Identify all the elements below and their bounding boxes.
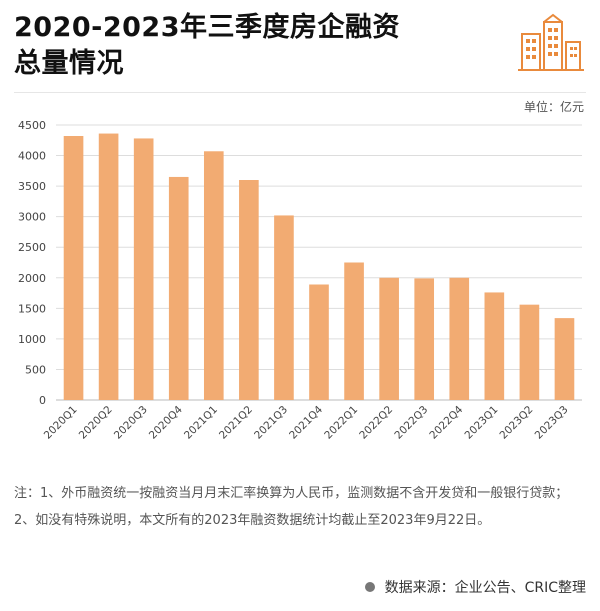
- bar-chart: 0 500 1000 1500 2000 2500 3000 3500 4000 4500 2020…: [18, 119, 582, 442]
- bar: [203, 151, 224, 400]
- y-tick-label: 4500: [18, 119, 46, 132]
- x-tick-label: 2023Q1: [463, 404, 501, 442]
- x-tick-label: 2021Q1: [182, 404, 220, 442]
- bar: [379, 277, 399, 400]
- source-dot-icon: [364, 582, 375, 592]
- bar: [519, 304, 540, 400]
- bar: [484, 292, 505, 400]
- y-tick-label: 1000: [18, 333, 46, 346]
- x-tick-label: 2022Q4: [427, 403, 465, 441]
- bar: [274, 215, 294, 400]
- x-tick-label: 2022Q1: [322, 404, 360, 442]
- source-text: 数据来源：企业公告、CRIC整理: [384, 580, 586, 596]
- y-tick-label: 1500: [18, 302, 46, 315]
- x-tick-label: 2020Q3: [112, 404, 150, 442]
- bar: [449, 277, 470, 400]
- x-tick-label: 2020Q4: [147, 403, 185, 441]
- footnotes: 注：1、外币融资统一按融资当月月末汇率换算为人民币，监测数据不含开发贷和一般银行…: [14, 480, 588, 534]
- bar: [239, 180, 259, 400]
- bar: [63, 136, 84, 400]
- unit-label: 单位：亿元: [523, 100, 584, 114]
- x-tick-label: 2022Q3: [392, 404, 430, 442]
- y-tick-label: 3000: [18, 211, 46, 224]
- x-tick-label: 2020Q2: [77, 404, 115, 442]
- y-tick-label: 2000: [18, 272, 46, 285]
- x-tick-label: 2023Q3: [533, 404, 571, 442]
- y-tick-label: 500: [25, 363, 46, 376]
- x-tick-label: 2020Q1: [42, 404, 80, 442]
- chart-header: 2020-2023年三季度房企融资 总量情况: [14, 10, 514, 82]
- bar: [554, 318, 575, 400]
- y-tick-label: 4000: [18, 150, 46, 163]
- chart-title-line2: 总量情况: [14, 48, 124, 79]
- x-tick-label: 2021Q4: [287, 403, 325, 441]
- bar: [133, 138, 154, 400]
- footnote-1: 注：1、外币融资统一按融资当月月末汇率换算为人民币，监测数据不含开发贷和一般银行…: [14, 486, 569, 501]
- footnote-2: 2、如没有特殊说明，本文所有的2023年融资数据统计均截止至2023年9月22日…: [14, 513, 491, 528]
- x-tick-label: 2023Q2: [498, 404, 536, 442]
- header-divider: [14, 92, 586, 93]
- bar: [309, 284, 329, 400]
- y-tick-label: 2500: [18, 241, 46, 254]
- buildings-icon: [518, 13, 584, 71]
- bar: [344, 262, 364, 400]
- chart-title-line1: 2020-2023年三季度房企融资: [14, 12, 400, 43]
- bar: [168, 176, 189, 400]
- y-tick-label: 0: [39, 394, 46, 407]
- bar: [98, 133, 119, 401]
- bar: [414, 278, 435, 400]
- x-tick-label: 2021Q3: [252, 404, 290, 442]
- y-tick-label: 3500: [18, 180, 46, 193]
- data-source: 数据来源：企业公告、CRIC整理: [364, 577, 586, 597]
- x-tick-label: 2021Q2: [217, 404, 255, 442]
- x-tick-label: 2022Q2: [357, 404, 395, 442]
